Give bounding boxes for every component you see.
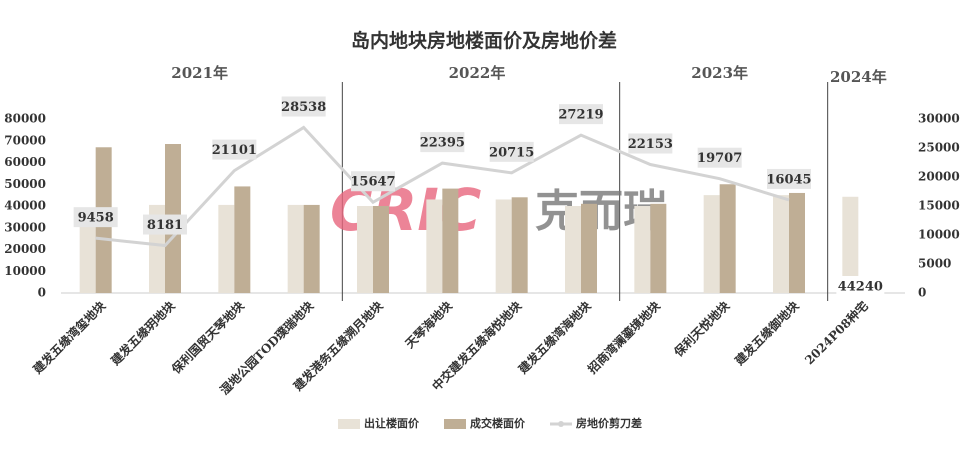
x-tick-label: 2024P08种宅 <box>802 298 871 367</box>
value-label-bg <box>212 139 257 160</box>
y-tick-label: 60000 <box>4 155 46 169</box>
value-label-bg <box>628 133 673 154</box>
y-tick-label: 30000 <box>4 220 46 234</box>
value-label: 21101 <box>212 143 257 158</box>
y-tick-label: 80000 <box>4 112 46 126</box>
x-tick-label: 天琴海地块 <box>402 297 456 351</box>
value-label-bg <box>143 214 187 235</box>
period-label: 2023年 <box>691 64 748 82</box>
bar <box>287 204 304 293</box>
bar <box>79 210 96 293</box>
bar <box>703 195 720 293</box>
bar <box>565 206 581 293</box>
legend-label: 房地价剪刀差 <box>576 416 642 430</box>
value-label: 19707 <box>697 151 742 166</box>
value-label-bg <box>767 168 811 189</box>
y-tick-label: 50000 <box>4 177 46 191</box>
y2-tick-label: 10000 <box>918 228 960 242</box>
value-label-bg <box>836 276 885 294</box>
bar <box>634 206 651 293</box>
bar <box>442 188 459 293</box>
legend-label: 成交楼面价 <box>470 416 526 430</box>
bar <box>495 199 512 293</box>
y-tick-label: 20000 <box>4 242 46 256</box>
legend-swatch <box>558 421 564 427</box>
value-label: 9458 <box>78 211 114 226</box>
value-label: 15647 <box>350 175 395 190</box>
x-tick-label: 保利天悦地块 <box>670 297 733 360</box>
y2-tick-label: 0 <box>918 286 926 300</box>
value-label: 22395 <box>420 136 465 151</box>
x-tick-label: 建发五缘湾海地块 <box>514 297 594 377</box>
value-label-bg <box>559 104 603 125</box>
bar <box>234 186 251 293</box>
y2-tick-label: 20000 <box>918 170 960 184</box>
value-label: 22153 <box>628 137 673 152</box>
line <box>95 125 790 248</box>
period-label: 2022年 <box>449 64 506 82</box>
value-label: 8181 <box>147 218 183 233</box>
bar <box>303 204 320 293</box>
bar <box>357 206 373 293</box>
bar <box>842 196 859 293</box>
value-label: 44240 <box>838 280 883 295</box>
value-label-bg <box>73 207 118 228</box>
bar <box>581 203 597 293</box>
value-label-bg <box>281 96 326 117</box>
x-tick-label: 建发五缘湾玺地块 <box>29 297 109 377</box>
value-label-bg <box>489 141 534 162</box>
value-label: 28538 <box>281 100 326 115</box>
y-tick-label: 10000 <box>4 264 46 278</box>
period-label: 2021年 <box>171 64 228 82</box>
y-tick-label: 0 <box>38 286 46 300</box>
bar <box>789 192 805 293</box>
bar <box>719 184 736 293</box>
x-tick-label: 建发五缘御地块 <box>731 297 802 368</box>
chart-title: 岛内地块房地楼面价及房地价差 <box>351 29 617 52</box>
value-label-bg <box>351 171 395 192</box>
y2-tick-label: 15000 <box>918 199 960 213</box>
legend-swatch <box>338 419 360 429</box>
period-label: 2024年 <box>830 68 887 86</box>
y2-tick-label: 5000 <box>918 257 951 271</box>
bar <box>511 197 528 293</box>
value-label: 27219 <box>558 108 603 123</box>
y2-tick-label: 30000 <box>918 112 960 126</box>
bar <box>773 195 789 293</box>
legend-label: 出让楼面价 <box>364 416 420 430</box>
bar <box>218 204 235 293</box>
value-label-bg <box>420 132 465 153</box>
y-tick-label: 70000 <box>4 133 46 147</box>
legend-swatch <box>444 419 466 429</box>
bar <box>650 203 667 293</box>
value-label: 20715 <box>489 145 534 160</box>
value-label-bg <box>697 147 742 168</box>
value-label: 16045 <box>766 172 811 187</box>
x-tick-label: 建发五缘玥地块 <box>107 297 178 368</box>
x-tick-label: 保利国贸天琴地块 <box>168 297 248 377</box>
bar <box>373 206 389 293</box>
y2-tick-label: 25000 <box>918 141 960 155</box>
y-tick-label: 40000 <box>4 199 46 213</box>
bar <box>426 199 443 293</box>
x-tick-label: 招商湾澜鎏境地块 <box>584 297 663 376</box>
